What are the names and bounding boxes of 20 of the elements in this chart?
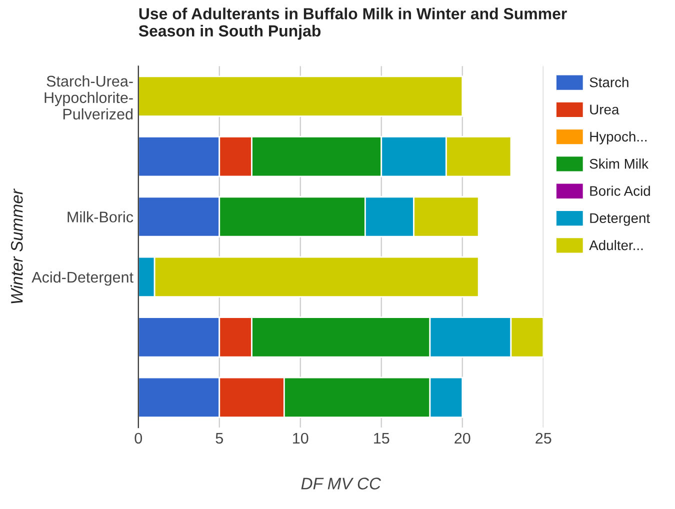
legend-label: Detergent — [590, 213, 650, 226]
bar — [138, 76, 464, 117]
chart-title: Use of Adulterants in Buffalo Milk in Winter and Summer Season in South Punjab — [138, 8, 567, 40]
x-tick-label: 20 — [454, 432, 470, 444]
y-tick-label: Starch-Urea- Hypochlorite- Pulverized — [44, 75, 133, 120]
x-tick-label: 25 — [536, 432, 552, 444]
x-tick-label: 5 — [216, 432, 223, 444]
x-tick-label: 0 — [134, 432, 142, 444]
y-axis-title: Winter Summer — [10, 188, 23, 304]
legend-label: Urea — [590, 104, 620, 114]
x-axis-title: DF MV CC — [301, 478, 382, 490]
x-tick-label: 15 — [374, 432, 390, 444]
legend-label: Starch — [590, 77, 628, 88]
y-tick-label: Milk-Boric — [68, 211, 134, 222]
legend-label: Hypoch... — [590, 131, 646, 144]
x-tick-label: 10 — [293, 432, 308, 444]
legend-label: Adulter... — [589, 240, 643, 250]
legend-label: Boric Acid — [590, 186, 650, 196]
y-tick-label: Acid-Detergent — [32, 271, 134, 286]
legend-label: Skim Milk — [590, 158, 649, 169]
